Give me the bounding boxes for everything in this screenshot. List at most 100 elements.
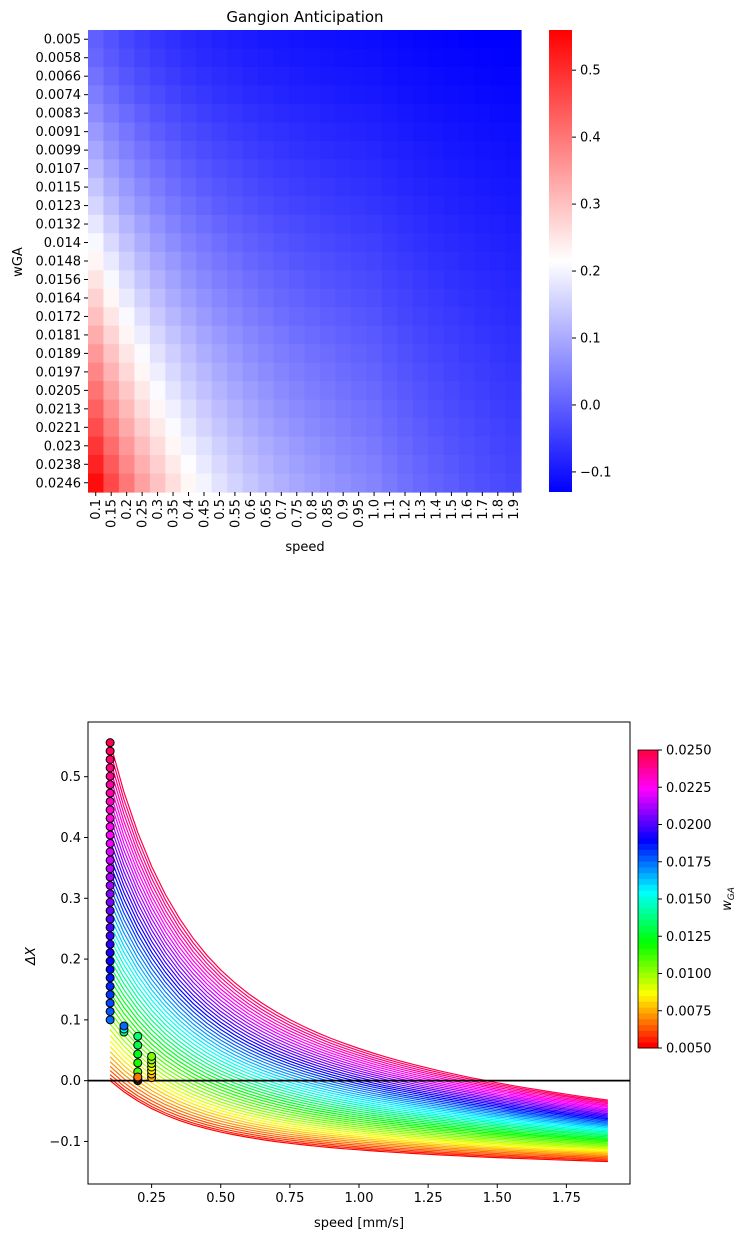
heatmap-cell bbox=[242, 418, 259, 438]
heatmap-cell bbox=[242, 455, 259, 475]
heatmap-cell bbox=[273, 381, 290, 401]
peak-marker bbox=[133, 1058, 143, 1068]
heatmap-cell bbox=[505, 362, 522, 382]
heatmap-cell bbox=[412, 66, 429, 87]
heatmap-cell bbox=[180, 177, 197, 197]
heatmap-cell bbox=[289, 455, 306, 475]
heatmap-cell bbox=[211, 288, 228, 308]
peak-marker bbox=[105, 855, 115, 865]
heatmap-cell bbox=[149, 122, 166, 142]
heatmap-cell bbox=[505, 122, 522, 142]
heatmap-cell bbox=[304, 66, 321, 87]
wga-colorbar-band bbox=[638, 831, 658, 839]
peak-marker bbox=[105, 880, 115, 890]
heatmap-cell bbox=[381, 381, 398, 401]
heatmap-colorbar-tick-label: −0.1 bbox=[580, 465, 612, 480]
heatmap-cell bbox=[319, 48, 337, 68]
heatmap-cells bbox=[88, 30, 522, 493]
heatmap-cell bbox=[196, 381, 213, 401]
heatmap-cell bbox=[273, 455, 290, 475]
peak-marker bbox=[105, 948, 115, 958]
peak-marker bbox=[105, 964, 115, 974]
heatmap-cell bbox=[335, 325, 352, 345]
peak-marker bbox=[105, 754, 115, 764]
heatmap-x-tick-label: 0.85 bbox=[321, 499, 336, 528]
heatmap-cell bbox=[428, 85, 445, 105]
heatmap-cell bbox=[88, 381, 105, 401]
heatmap-cell bbox=[350, 288, 367, 308]
heatmap-cell bbox=[134, 307, 151, 327]
heatmap-cell bbox=[196, 307, 213, 327]
wga-colorbar-band bbox=[638, 872, 658, 880]
heatmap-cell bbox=[149, 196, 166, 216]
heatmap-cell bbox=[180, 344, 197, 364]
heatmap-cell bbox=[273, 196, 290, 216]
heatmap-cell bbox=[350, 381, 367, 401]
heatmap-cell bbox=[289, 251, 306, 271]
heatmap-cell bbox=[459, 418, 476, 438]
heatmap-cell bbox=[366, 214, 383, 234]
heatmap-cell bbox=[474, 399, 491, 419]
heatmap-cell bbox=[428, 307, 445, 327]
heatmap-cell bbox=[490, 381, 507, 401]
heatmap-y-tick-label: 0.0238 bbox=[36, 458, 82, 473]
heatmap-cell bbox=[366, 48, 383, 68]
heatmap-cell bbox=[118, 473, 135, 493]
heatmap-cell bbox=[397, 196, 414, 216]
heatmap-cell bbox=[490, 307, 507, 327]
heatmap-cell bbox=[350, 325, 367, 345]
heatmap-cell bbox=[118, 455, 135, 475]
heatmap-cell bbox=[211, 48, 228, 68]
heatmap-colorbar-tick-label: 0.0 bbox=[580, 398, 601, 413]
heatmap-y-tick-label: 0.0132 bbox=[36, 218, 82, 233]
peak-marker bbox=[105, 939, 115, 949]
wga-series-line bbox=[109, 1011, 608, 1145]
heatmap-colorbar-tick-label: 0.3 bbox=[580, 198, 601, 213]
heatmap-cell bbox=[165, 159, 182, 179]
heatmap-cell bbox=[211, 196, 228, 216]
wga-colorbar-band bbox=[638, 1042, 658, 1049]
heatmap-cell bbox=[242, 85, 259, 105]
heatmap-cell bbox=[381, 418, 398, 438]
heatmap-cell bbox=[273, 85, 290, 105]
line-x-tick-label: 1.00 bbox=[345, 1191, 374, 1206]
heatmap-cell bbox=[490, 473, 507, 493]
heatmap-cell bbox=[350, 48, 367, 68]
heatmap-cell bbox=[443, 233, 460, 253]
heatmap-y-tick-label: 0.0083 bbox=[36, 107, 82, 122]
wga-colorbar-band bbox=[638, 931, 658, 938]
heatmap-cell bbox=[242, 251, 259, 271]
heatmap-cell bbox=[196, 399, 213, 419]
heatmap-cell bbox=[350, 362, 367, 382]
heatmap-y-tick-label: 0.0164 bbox=[36, 291, 82, 306]
heatmap-x-tick-label: 1.1 bbox=[383, 499, 398, 520]
heatmap-cell bbox=[443, 362, 460, 382]
peak-marker bbox=[133, 1072, 143, 1082]
wga-series-line bbox=[109, 1051, 608, 1154]
heatmap-cell bbox=[304, 307, 321, 327]
heatmap-cell bbox=[118, 214, 135, 234]
peak-marker bbox=[105, 889, 115, 899]
line-y-tick-label: 0.4 bbox=[60, 831, 81, 846]
peak-marker bbox=[105, 813, 115, 823]
heatmap-cell bbox=[118, 177, 135, 197]
wga-series-line bbox=[109, 945, 608, 1133]
heatmap-cell bbox=[397, 85, 414, 105]
wga-colorbar-band bbox=[638, 825, 658, 833]
heatmap-cell bbox=[366, 344, 383, 364]
heatmap-cell bbox=[319, 85, 337, 105]
heatmap-cell bbox=[335, 196, 352, 216]
heatmap-cell bbox=[412, 177, 429, 197]
wga-colorbar-tick-label: 0.0225 bbox=[666, 781, 712, 796]
heatmap-cell bbox=[227, 85, 244, 105]
heatmap-cell bbox=[381, 66, 398, 87]
wga-series-line bbox=[109, 1061, 608, 1156]
line-x-tick-label: 1.50 bbox=[483, 1191, 512, 1206]
heatmap-cell bbox=[381, 399, 398, 419]
heatmap-cell bbox=[428, 103, 445, 123]
heatmap-cell bbox=[149, 473, 166, 493]
heatmap-cell bbox=[319, 436, 337, 456]
heatmap-y-tick-label: 0.0156 bbox=[36, 273, 82, 288]
heatmap-cell bbox=[289, 177, 306, 197]
heatmap-cell bbox=[490, 159, 507, 179]
